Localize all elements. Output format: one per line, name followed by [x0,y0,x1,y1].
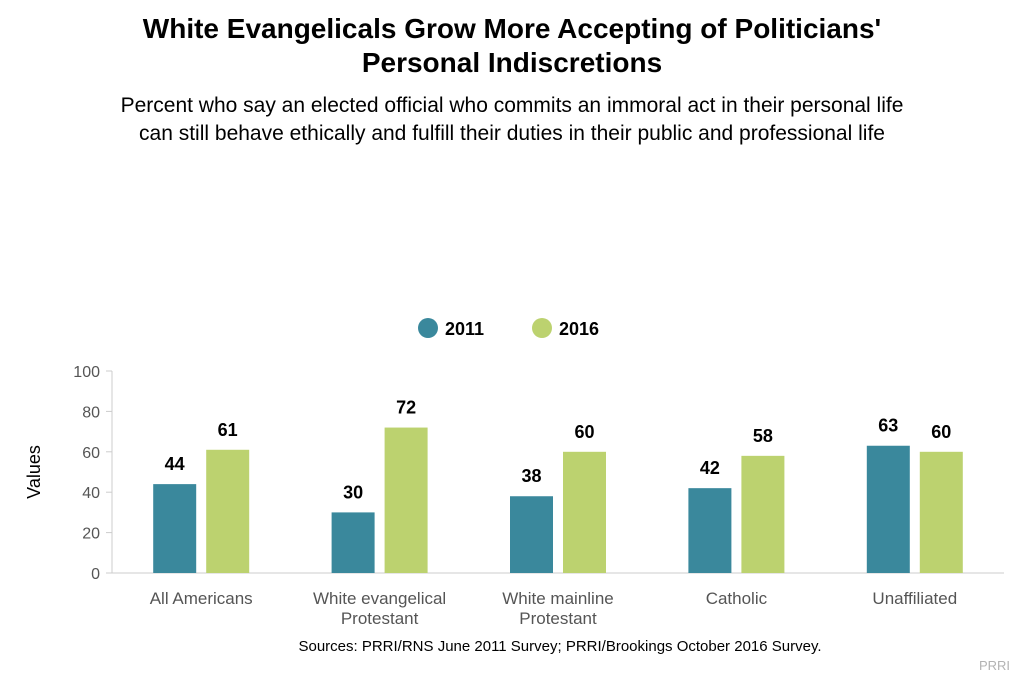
chart-subtitle-line: Percent who say an elected official who … [120,94,904,117]
bar-2016 [384,427,428,573]
bar-2011 [153,484,197,573]
data-label: 58 [753,426,773,446]
x-tick-label-line: Protestant [519,609,597,628]
bar-2011 [866,445,910,573]
legend-label: 2016 [559,319,599,339]
chart-title-line: Personal Indiscretions [361,47,663,78]
bar-2016 [563,451,606,573]
y-tick-label: 100 [73,364,100,381]
x-tick-label-line: All Americans [150,589,253,608]
data-label: 44 [165,454,185,474]
bar-2011 [510,496,553,573]
x-tick-label: White evangelical Protestant [313,589,446,628]
bar-2016 [919,451,963,573]
data-label: 61 [218,420,238,440]
data-label: 42 [700,458,720,478]
brand-watermark: PRRI [978,658,1010,673]
bar-2016 [741,455,785,573]
bar-2016 [206,449,250,573]
x-tick-label: All Americans [150,589,253,608]
chart-subtitle: Percent who say an elected official who … [0,92,1024,148]
x-tick-label-line: Unaffiliated [872,589,957,608]
legend-marker [532,318,552,338]
x-tick-label-line: Catholic [706,589,768,608]
bar-2011 [331,512,375,573]
data-label: 63 [878,416,898,436]
y-tick-label: 0 [91,566,100,583]
y-axis-title: Values [24,445,44,499]
legend-marker [418,318,438,338]
x-tick-label: White mainline Protestant [502,589,614,628]
data-label: 30 [343,482,363,502]
x-tick-label-line: White mainline [502,589,614,608]
legend-label: 2011 [445,319,484,339]
data-label: 60 [931,422,951,442]
data-label: 72 [396,398,416,418]
data-label: 38 [521,466,541,486]
y-tick-label: 60 [82,445,100,462]
y-tick-label: 80 [82,404,100,421]
x-tick-label: Catholic [706,589,768,608]
source-note: Sources: PRRI/RNS June 2011 Survey; PRRI… [298,638,822,655]
chart-title: White Evangelicals Grow More Accepting o… [0,12,1024,80]
chart-title-line: White Evangelicals Grow More Accepting o… [142,13,882,44]
y-tick-label: 20 [82,526,100,543]
data-label: 60 [574,422,594,442]
chart-subtitle-line: can still behave ethically and fulfill t… [139,122,885,145]
x-tick-label: Unaffiliated [872,589,957,608]
x-tick-label-line: Protestant [341,609,419,628]
y-tick-label: 40 [82,485,100,502]
bar-2011 [688,488,732,573]
x-tick-label-line: White evangelical [313,589,446,608]
